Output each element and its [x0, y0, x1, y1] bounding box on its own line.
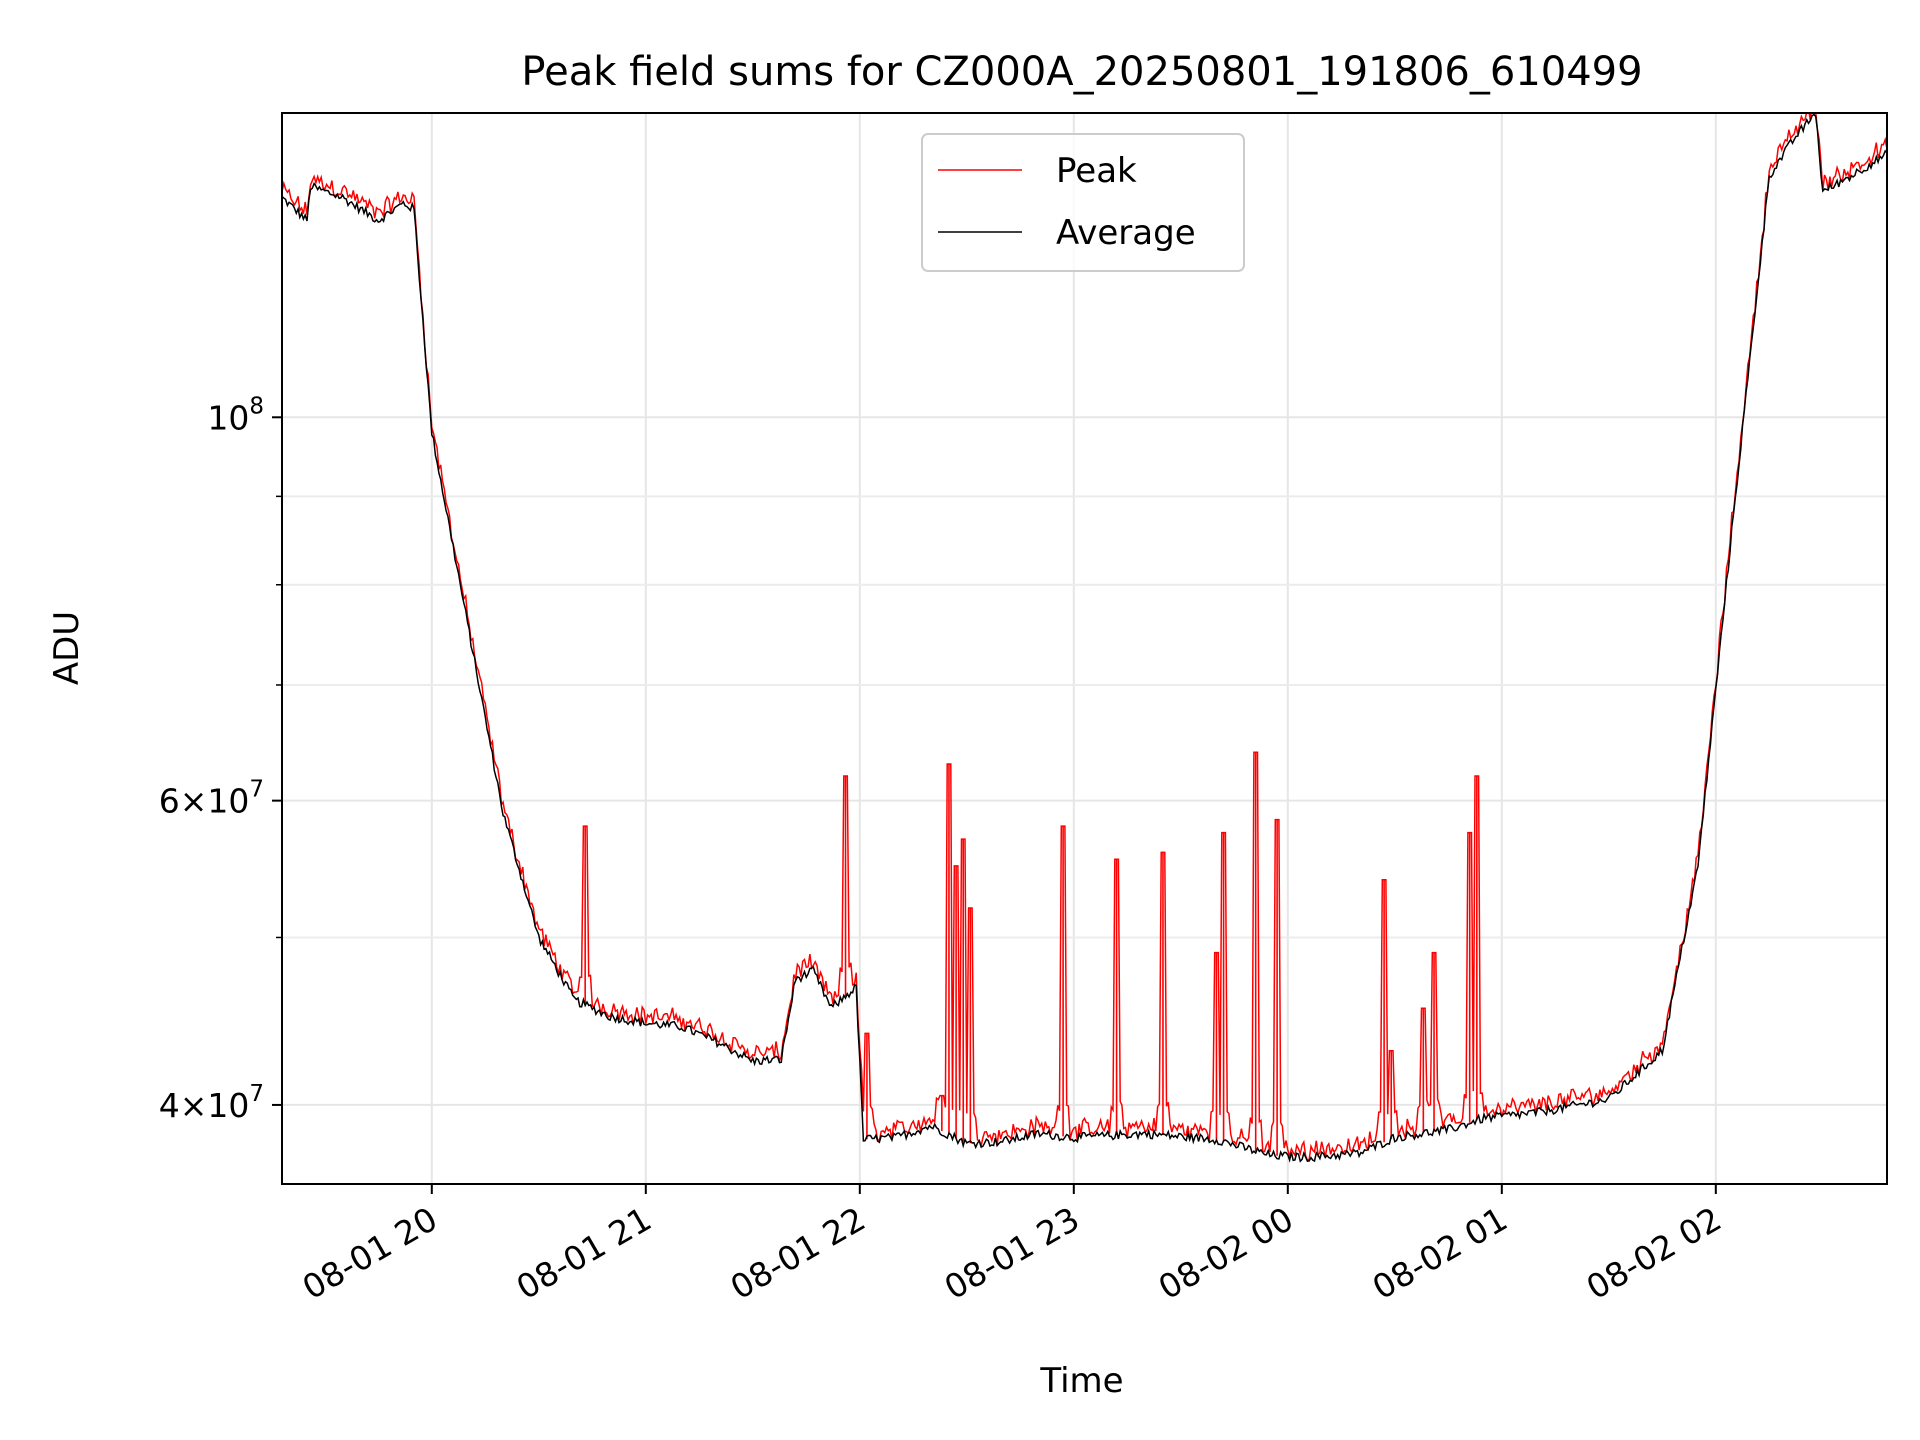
legend: Peak Average: [921, 133, 1245, 272]
plot-area: [282, 113, 1887, 1163]
chart-title: Peak field sums for CZ000A_20250801_1918…: [521, 49, 1642, 95]
legend-average-label: Average: [1056, 213, 1196, 253]
legend-box: [921, 133, 1245, 272]
series-peak-line: [282, 113, 1887, 1162]
grid: [282, 113, 1887, 1184]
y-axis-label: ADU: [47, 611, 87, 685]
y-axis: 4×107 6×107 108: [159, 393, 282, 1125]
y-tick-label: 4×107: [159, 1081, 264, 1125]
legend-peak-label: Peak: [1056, 151, 1137, 191]
plot-frame: [281, 112, 1888, 1185]
x-axis-label: Time: [1039, 1361, 1123, 1401]
series-average-line: [282, 113, 1887, 1163]
y-tick-label: 6×107: [159, 777, 264, 821]
y-tick-label: 108: [207, 393, 264, 437]
